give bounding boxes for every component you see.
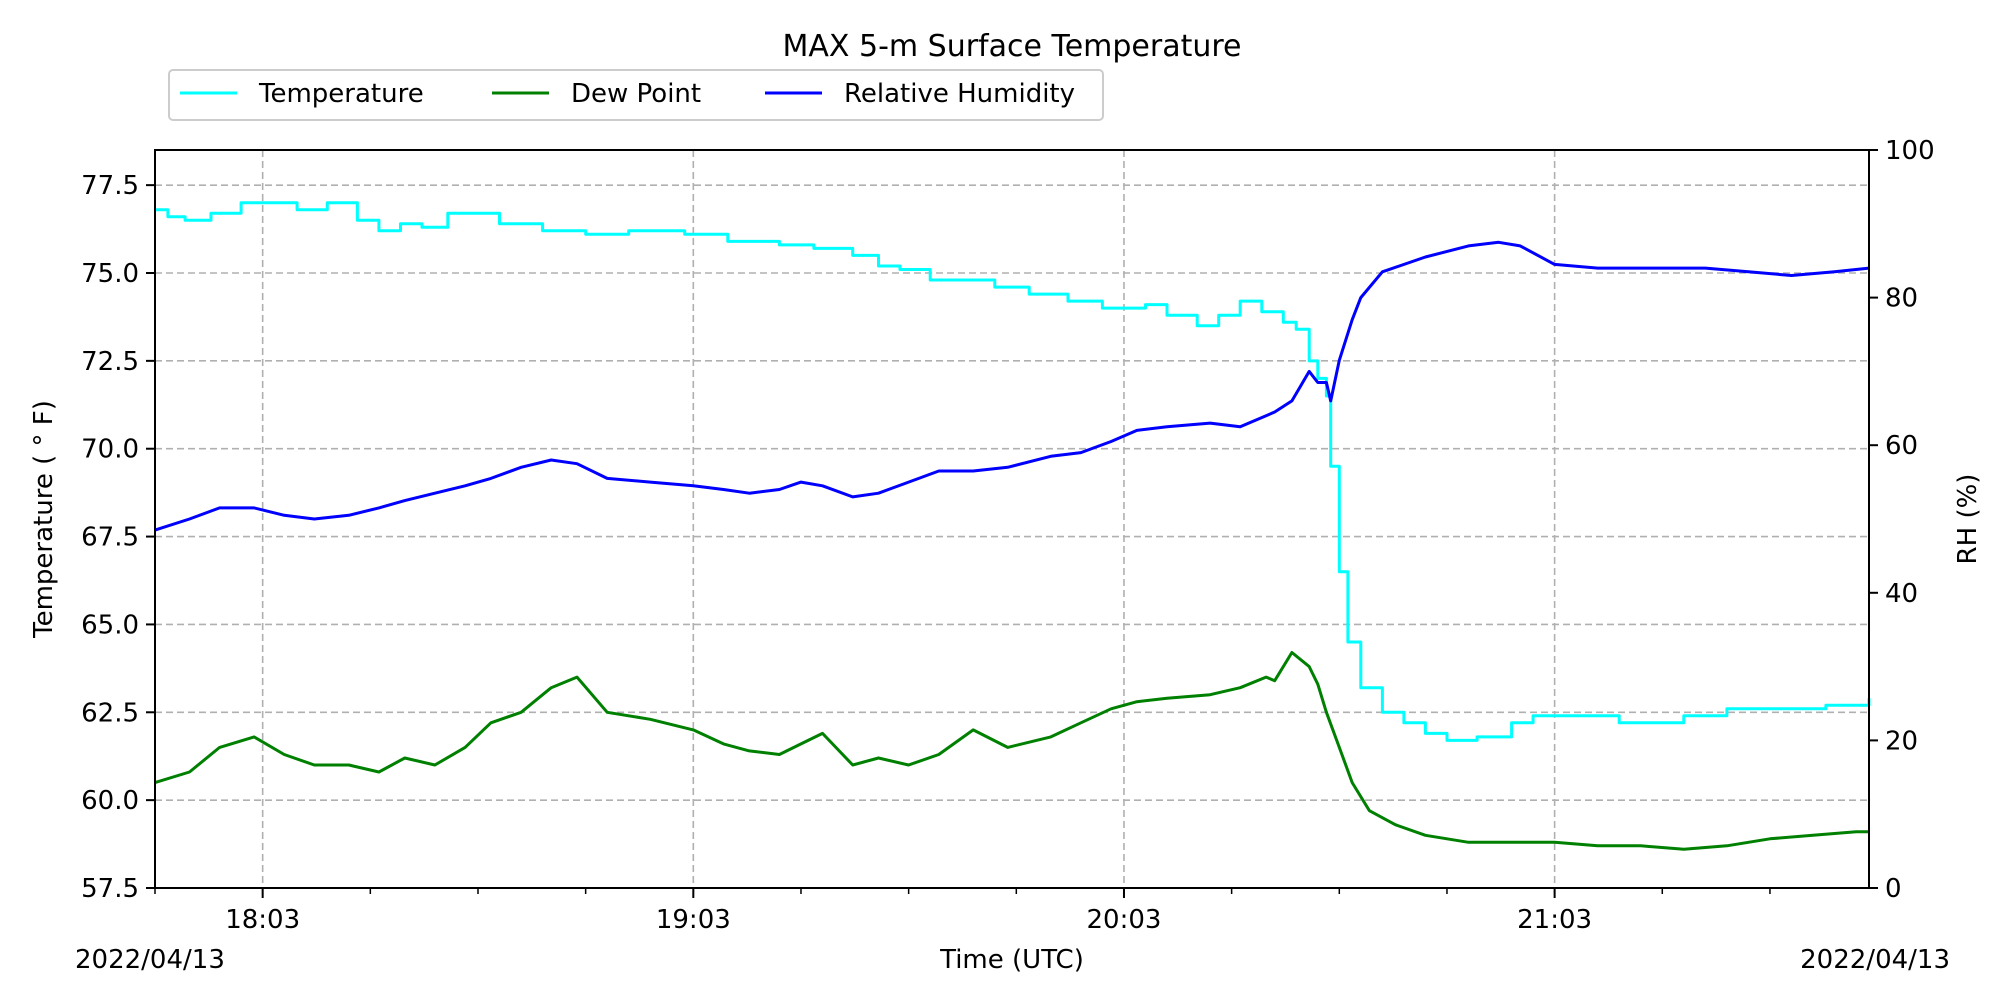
series-layer	[154, 201, 1871, 851]
y-tick-label: 57.5	[81, 874, 139, 904]
y2-axis-label: RH (%)	[1953, 474, 1983, 565]
legend-label-dew-point: Dew Point	[571, 79, 701, 109]
chart-title: MAX 5-m Surface Temperature	[782, 29, 1241, 64]
y2-tick-label: 40	[1885, 579, 1918, 609]
y-tick-label: 65.0	[81, 610, 139, 640]
x-tick-label: 20:03	[1087, 905, 1162, 935]
series-line-temperature	[155, 201, 1871, 742]
x-tick-label: 18:03	[225, 905, 300, 935]
x-axis: 18:03 19:03 20:03 21:03	[154, 888, 1771, 935]
y2-tick-label: 60	[1885, 431, 1918, 461]
y2-tick-label: 0	[1885, 874, 1902, 904]
x-end-date: 2022/04/13	[1800, 945, 1950, 975]
x-axis-label: Time (UTC)	[939, 945, 1084, 975]
y-tick-label: 70.0	[81, 435, 139, 465]
x-tick-label: 21:03	[1517, 905, 1592, 935]
y2-tick-label: 80	[1885, 284, 1918, 314]
left-axis: 57.5 60.0 62.5 65.0 67.5 70.0 72.5 75.0 77.5	[81, 171, 155, 904]
legend-box	[168, 69, 1104, 121]
series-line-relative-humidity	[154, 240, 1870, 532]
y-tick-label: 60.0	[81, 786, 139, 816]
y2-tick-label: 100	[1885, 136, 1935, 166]
y2-tick-label: 20	[1885, 726, 1918, 756]
y-tick-label: 77.5	[81, 171, 139, 201]
x-tick-label: 19:03	[656, 905, 731, 935]
y-tick-label: 67.5	[81, 523, 139, 553]
series-line-dew-point	[154, 651, 1869, 851]
y-tick-label: 72.5	[81, 347, 139, 377]
legend: Temperature Dew Point Relative Humidity	[168, 69, 1104, 121]
legend-label-relative-humidity: Relative Humidity	[844, 79, 1075, 109]
y-axis-label: Temperature ( ° F)	[29, 400, 59, 639]
y-tick-label: 75.0	[81, 259, 139, 289]
plot-area-frame	[154, 149, 1870, 889]
grid-layer	[155, 150, 1869, 889]
x-start-date: 2022/04/13	[75, 945, 225, 975]
right-axis: 0 20 40 60 80 100	[1869, 136, 1935, 904]
y-tick-label: 62.5	[81, 698, 139, 728]
legend-label-temperature: Temperature	[258, 79, 424, 109]
